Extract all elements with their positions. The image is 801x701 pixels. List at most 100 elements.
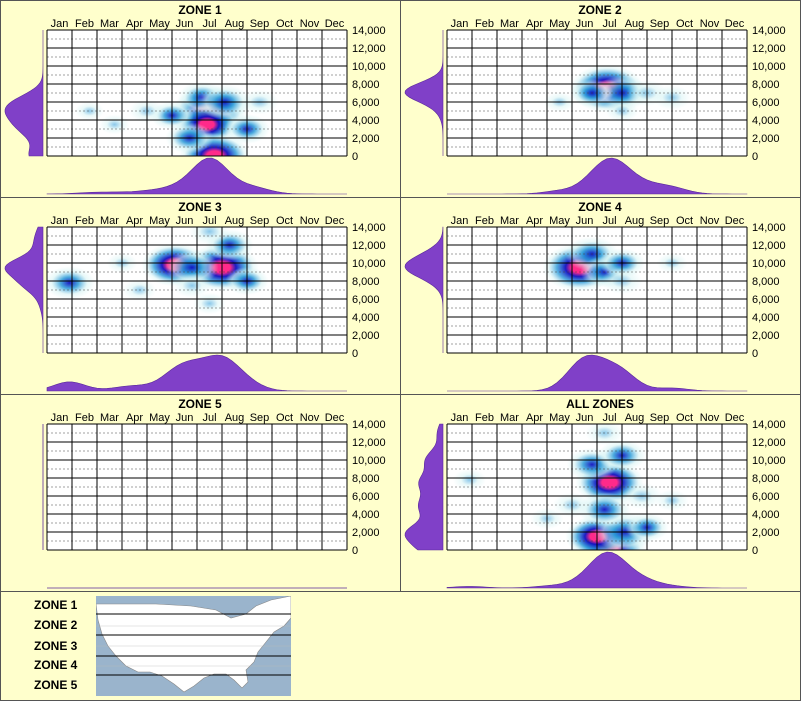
month-tick-label: Aug	[625, 18, 645, 30]
chart-title: ZONE 3	[178, 200, 222, 214]
y-tick-label: 6,000	[352, 97, 380, 109]
month-tick-label: Oct	[276, 18, 293, 30]
y-tick-label: 6,000	[752, 294, 780, 306]
month-tick-label: Jul	[602, 215, 616, 227]
chart-title: ZONE 5	[178, 397, 222, 411]
month-tick-label: Jul	[202, 215, 216, 227]
y-tick-label: 12,000	[352, 240, 386, 252]
month-distribution	[447, 354, 747, 392]
month-tick-label: Mar	[100, 215, 119, 227]
legend-zone-2: ZONE 2	[34, 618, 78, 632]
y-tick-label: 4,000	[752, 115, 780, 127]
y-tick-label: 2,000	[752, 527, 780, 539]
month-tick-label: Mar	[500, 215, 519, 227]
y-tick-label: 2,000	[352, 330, 380, 342]
month-tick-label: Jan	[51, 18, 69, 30]
month-tick-label: Dec	[325, 215, 345, 227]
month-tick-label: Dec	[325, 18, 345, 30]
month-tick-label: Nov	[300, 412, 320, 424]
month-tick-label: May	[549, 18, 570, 30]
legend-zone-1: ZONE 1	[34, 598, 78, 612]
month-tick-label: Oct	[676, 18, 693, 30]
y-tick-label: 10,000	[752, 258, 786, 270]
month-tick-label: Dec	[725, 215, 745, 227]
month-tick-label: Aug	[225, 215, 245, 227]
heat-spot	[585, 424, 624, 446]
y-tick-label: 0	[352, 151, 358, 163]
y-tick-label: 10,000	[352, 455, 386, 467]
month-tick-label: Oct	[676, 215, 693, 227]
y-tick-label: 6,000	[352, 294, 380, 306]
y-tick-label: 10,000	[352, 61, 386, 73]
month-tick-label: May	[149, 18, 170, 30]
month-tick-label: Jun	[176, 215, 194, 227]
month-tick-label: Apr	[526, 215, 543, 227]
month-tick-label: Feb	[75, 18, 94, 30]
month-tick-label: Dec	[725, 412, 745, 424]
us-map-image	[96, 596, 291, 696]
zone-chart-4: ZONE 4 Jan Feb Mar Apr May Jun Jul Aug Sep Oct Nov D…	[404, 200, 786, 392]
elevation-distribution	[404, 226, 444, 353]
month-tick-label: Mar	[100, 18, 119, 30]
month-tick-label: Mar	[100, 412, 119, 424]
month-tick-label: Sep	[250, 215, 270, 227]
y-tick-label: 14,000	[352, 419, 386, 431]
y-tick-label: 2,000	[752, 330, 780, 342]
month-tick-label: Mar	[500, 412, 519, 424]
month-tick-label: Apr	[526, 18, 543, 30]
y-tick-label: 4,000	[352, 115, 380, 127]
legend-zone-5: ZONE 5	[34, 678, 78, 692]
y-tick-label: 0	[752, 348, 758, 360]
month-tick-label: Aug	[625, 215, 645, 227]
month-tick-label: Jun	[176, 412, 194, 424]
month-tick-label: Dec	[325, 412, 345, 424]
map-land	[96, 596, 291, 693]
y-tick-label: 12,000	[752, 240, 786, 252]
y-tick-label: 4,000	[352, 509, 380, 521]
zone-chart-5: ZONE 5 Jan Feb Mar Apr May Jun Jul Aug Sep Oct Nov D…	[42, 397, 386, 589]
month-tick-label: Jul	[202, 412, 216, 424]
month-tick-label: Oct	[276, 215, 293, 227]
elevation-distribution	[4, 30, 44, 157]
month-tick-label: May	[549, 412, 570, 424]
y-tick-label: 12,000	[352, 43, 386, 55]
y-tick-label: 8,000	[752, 473, 780, 485]
y-tick-label: 0	[752, 151, 758, 163]
month-tick-label: May	[549, 215, 570, 227]
y-tick-label: 10,000	[752, 61, 786, 73]
heat-spot	[99, 114, 130, 135]
heat-spot	[577, 492, 632, 527]
month-tick-label: Jul	[602, 412, 616, 424]
y-tick-label: 8,000	[352, 276, 380, 288]
month-tick-label: Sep	[650, 412, 670, 424]
heat-spot	[452, 469, 487, 491]
month-tick-label: Jul	[202, 18, 216, 30]
elevation-distribution	[4, 226, 44, 353]
month-tick-label: Oct	[276, 412, 293, 424]
month-tick-label: Sep	[650, 215, 670, 227]
y-tick-label: 4,000	[752, 509, 780, 521]
month-tick-label: Sep	[250, 412, 270, 424]
y-tick-label: 0	[352, 545, 358, 557]
month-tick-label: Jul	[602, 18, 616, 30]
month-tick-label: Apr	[126, 215, 143, 227]
chart-title: ZONE 1	[178, 3, 222, 17]
elevation-distribution	[404, 423, 444, 551]
y-tick-label: 10,000	[352, 258, 386, 270]
y-tick-label: 12,000	[752, 437, 786, 449]
legend-zone-4: ZONE 4	[34, 658, 78, 672]
month-distribution	[446, 551, 747, 589]
y-tick-label: 14,000	[752, 419, 786, 431]
y-tick-label: 14,000	[352, 222, 386, 234]
zone-chart-2: ZONE 2 Jan Feb Mar Apr May Jun Jul Aug Sep Oct Nov D…	[404, 3, 786, 195]
chart-title: ZONE 2	[578, 3, 622, 17]
month-tick-label: Jan	[451, 412, 469, 424]
month-tick-label: Nov	[700, 412, 720, 424]
zone-chart-3: ZONE 3 Jan Feb Mar Apr May Jun Jul Aug Sep Oct Nov D…	[4, 200, 386, 392]
y-tick-label: 10,000	[752, 455, 786, 467]
month-distribution	[46, 354, 347, 392]
month-tick-label: Sep	[250, 18, 270, 30]
heat-spot	[172, 273, 212, 298]
y-tick-label: 6,000	[352, 491, 380, 503]
